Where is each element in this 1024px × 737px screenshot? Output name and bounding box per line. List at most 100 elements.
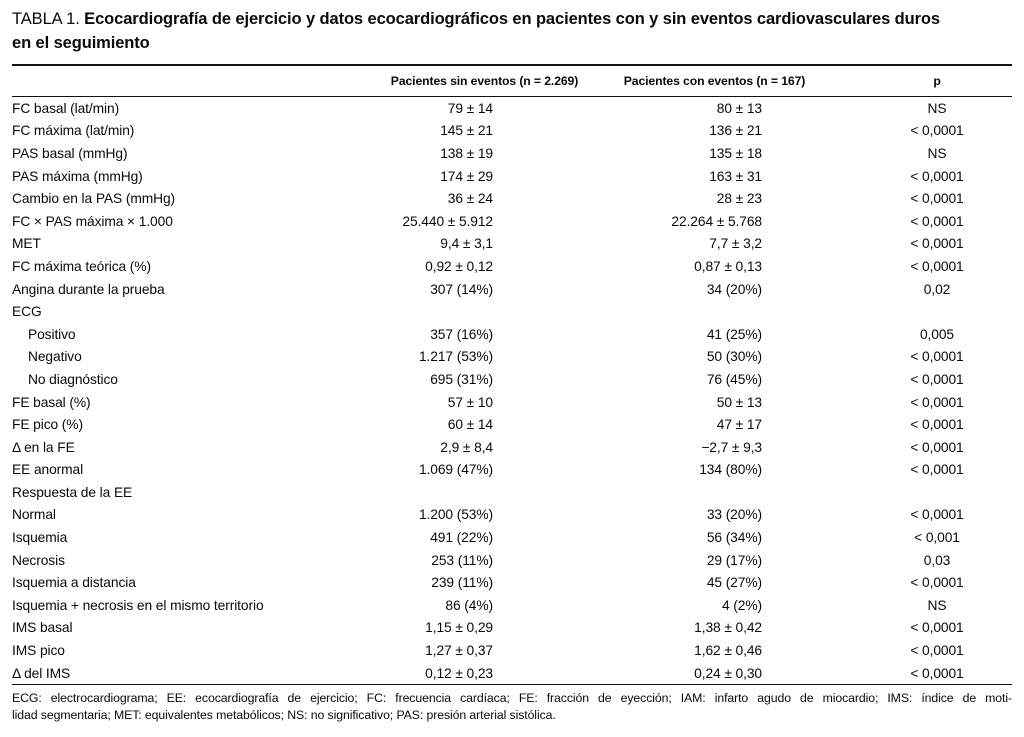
value-sin-eventos: 60 ± 14 — [447, 417, 493, 433]
row-label: Isquemia — [12, 530, 68, 546]
table-row: Normal 1.200 (53%) 33 (20%) < 0,0001 — [12, 504, 1012, 527]
p-value: < 0,0001 — [910, 620, 964, 636]
value-sin-eventos: 253 (11%) — [431, 552, 493, 568]
value-sin-eventos — [352, 300, 617, 323]
value-con-eventos: 1,62 ± 0,46 — [694, 643, 762, 659]
row-label: Isquemia + necrosis en el mismo territor… — [12, 597, 264, 613]
p-value: 0,02 — [923, 281, 951, 297]
value-con-eventos: 76 (45%) — [706, 371, 762, 387]
row-label: Angina durante la prueba — [12, 281, 165, 297]
value-sin-eventos: 1.200 (53%) — [418, 507, 493, 523]
p-value: 0,03 — [923, 552, 951, 568]
value-con-eventos: 28 ± 23 — [716, 191, 762, 207]
value-sin-eventos: 145 ± 21 — [440, 123, 493, 139]
p-value: < 0,0001 — [910, 575, 964, 591]
value-sin-eventos: 57 ± 10 — [447, 394, 493, 410]
p-value: < 0,0001 — [910, 643, 964, 659]
value-sin-eventos: 25.440 ± 5.912 — [402, 213, 493, 229]
table-row: Δ del IMS 0,12 ± 0,23 0,24 ± 0,30 < 0,0001 — [12, 662, 1012, 685]
value-con-eventos: 56 (34%) — [706, 530, 762, 546]
value-con-eventos: 136 ± 21 — [709, 123, 762, 139]
p-value: < 0,0001 — [910, 349, 964, 365]
row-label: Cambio en la PAS (mmHg) — [12, 191, 176, 207]
row-label: Necrosis — [12, 552, 65, 568]
row-label: Respuesta de la EE — [12, 484, 133, 500]
table-row: Cambio en la PAS (mmHg) 36 ± 24 28 ± 23 < 0… — [12, 187, 1012, 210]
footnote-line-2: lidad segmentaria; MET: equivalentes met… — [12, 707, 556, 722]
table-row: Isquemia a distancia 239 (11%) 45 (27%) < 0… — [12, 571, 1012, 594]
table-row: FC máxima teórica (%) 0,92 ± 0,12 0,87 ± 0… — [12, 255, 1012, 278]
table-row: No diagnóstico 695 (31%) 76 (45%) < 0,0001 — [12, 368, 1012, 391]
row-label: IMS basal — [12, 620, 73, 636]
p-value: < 0,0001 — [910, 213, 964, 229]
table-row: Δ en la FE 2,9 ± 8,4 −2,7 ± 9,3 < 0,0001 — [12, 436, 1012, 459]
row-label: PAS máxima (mmHg) — [12, 168, 143, 184]
value-sin-eventos — [352, 481, 617, 504]
value-con-eventos: 50 (30%) — [706, 349, 762, 365]
table-row: Angina durante la prueba 307 (14%) 34 (20%… — [12, 278, 1012, 301]
value-con-eventos: 22.264 ± 5.768 — [671, 213, 762, 229]
table-row: Respuesta de la EE — [12, 481, 1012, 504]
table-header: Pacientes sin eventos (n = 2.269) Pacien… — [12, 65, 1012, 97]
table-row: PAS basal (mmHg) 138 ± 19 135 ± 18 NS — [12, 142, 1012, 165]
value-sin-eventos: 1.217 (53%) — [418, 349, 493, 365]
value-con-eventos — [617, 300, 862, 323]
value-sin-eventos: 491 (22%) — [430, 530, 493, 546]
value-con-eventos: 4 (2%) — [721, 597, 762, 613]
row-label: Negativo — [28, 349, 82, 365]
value-sin-eventos: 2,9 ± 8,4 — [440, 439, 493, 455]
header-row: Pacientes sin eventos (n = 2.269) Pacien… — [12, 65, 1012, 97]
value-sin-eventos: 239 (11%) — [431, 575, 493, 591]
value-con-eventos: 33 (20%) — [706, 507, 762, 523]
value-con-eventos: −2,7 ± 9,3 — [701, 439, 762, 455]
table-row: Necrosis 253 (11%) 29 (17%) 0,03 — [12, 549, 1012, 572]
value-sin-eventos: 138 ± 19 — [440, 145, 493, 161]
value-sin-eventos: 695 (31%) — [430, 371, 493, 387]
value-con-eventos: 41 (25%) — [706, 326, 762, 342]
table-title: TABLA 1. Ecocardiografía de ejercicio y … — [12, 7, 962, 55]
data-table: Pacientes sin eventos (n = 2.269) Pacien… — [12, 64, 1012, 686]
value-con-eventos: 134 (80%) — [699, 462, 762, 478]
value-con-eventos: 47 ± 17 — [716, 417, 762, 433]
table-row: EE anormal 1.069 (47%) 134 (80%) < 0,0001 — [12, 459, 1012, 482]
p-value: < 0,0001 — [910, 507, 964, 523]
value-con-eventos: 50 ± 13 — [716, 394, 762, 410]
table-row: ECG — [12, 300, 1012, 323]
row-label: FC máxima (lat/min) — [12, 123, 135, 139]
table-row: MET 9,4 ± 3,1 7,7 ± 3,2 < 0,0001 — [12, 233, 1012, 256]
row-label: FC × PAS máxima × 1.000 — [12, 213, 173, 229]
row-label: No diagnóstico — [28, 371, 118, 387]
p-value: < 0,0001 — [910, 191, 964, 207]
row-label: PAS basal (mmHg) — [12, 145, 128, 161]
p-value: < 0,0001 — [910, 123, 964, 139]
header-variable — [12, 65, 352, 97]
table-row: FC basal (lat/min) 79 ± 14 80 ± 13 NS — [12, 97, 1012, 120]
row-label: FC basal (lat/min) — [12, 100, 120, 116]
row-label: Δ en la FE — [12, 439, 75, 455]
p-value: NS — [927, 100, 947, 116]
row-label: IMS pico — [12, 643, 65, 659]
header-p: p — [933, 74, 941, 88]
value-con-eventos: 29 (17%) — [706, 552, 762, 568]
row-label: EE anormal — [12, 462, 84, 478]
p-value: < 0,0001 — [910, 417, 964, 433]
row-label: ECG — [12, 304, 42, 320]
row-label: MET — [12, 236, 41, 252]
value-con-eventos — [617, 481, 862, 504]
row-label: Normal — [12, 507, 56, 523]
row-label: FC máxima teórica (%) — [12, 258, 151, 274]
table-row: IMS pico 1,27 ± 0,37 1,62 ± 0,46 < 0,0001 — [12, 639, 1012, 662]
value-con-eventos: 7,7 ± 3,2 — [709, 236, 762, 252]
table-row: FC máxima (lat/min) 145 ± 21 136 ± 21 < 0,0… — [12, 120, 1012, 143]
p-value: < 0,0001 — [910, 394, 964, 410]
footnote-line-1: ECG: electrocardiograma; EE: ecocardiogr… — [12, 691, 1012, 706]
header-con-eventos: Pacientes con eventos (n = 167) — [623, 74, 806, 88]
p-value: < 0,0001 — [910, 371, 964, 387]
value-con-eventos: 1,38 ± 0,42 — [694, 620, 762, 636]
p-value: < 0,0001 — [910, 258, 964, 274]
header-sin-eventos: Pacientes sin eventos (n = 2.269) — [390, 74, 579, 88]
p-value — [862, 300, 1012, 323]
value-sin-eventos: 1.069 (47%) — [418, 462, 493, 478]
table-body: FC basal (lat/min) 79 ± 14 80 ± 13 NS FC máx… — [12, 97, 1012, 685]
